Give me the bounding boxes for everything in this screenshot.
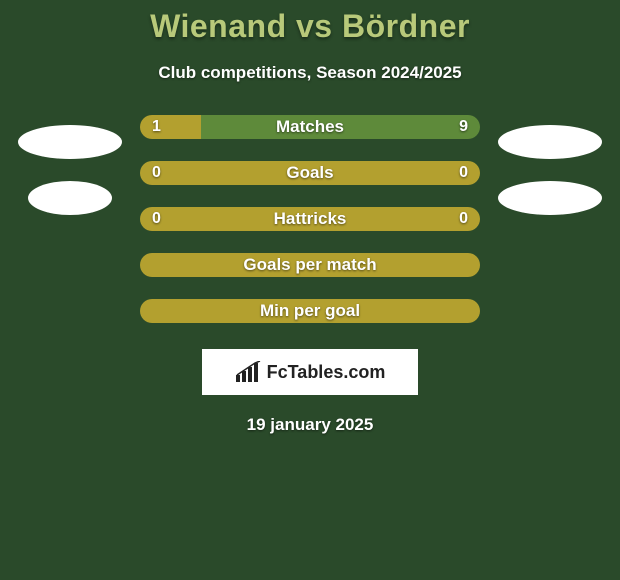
player-avatar-right-2 [498, 181, 602, 215]
player-avatar-right-1 [498, 125, 602, 159]
stat-bar: Matches19 [140, 115, 480, 139]
page-title: Wienand vs Bördner [0, 8, 620, 45]
stat-bar: Hattricks00 [140, 207, 480, 231]
player-avatar-left-1 [18, 125, 122, 159]
player-avatar-left-2 [28, 181, 112, 215]
bar-left-fill [140, 115, 201, 139]
date-label: 19 january 2025 [0, 415, 620, 435]
bar-left-fill [140, 253, 480, 277]
left-avatar-col [18, 115, 122, 215]
stat-bar: Goals per match [140, 253, 480, 277]
right-avatar-col [498, 115, 602, 215]
bar-right-fill [201, 115, 480, 139]
brand-logo-text: FcTables.com [267, 362, 386, 383]
stat-bar: Min per goal [140, 299, 480, 323]
chart-icon [235, 361, 261, 383]
bars-container: Matches19 Goals00 Hattricks00 Goals per mat… [140, 115, 480, 323]
bar-left-fill [140, 161, 480, 185]
brand-logo[interactable]: FcTables.com [202, 349, 418, 395]
stats-area: Matches19 Goals00 Hattricks00 Goals per mat… [0, 115, 620, 323]
bar-left-fill [140, 207, 480, 231]
subtitle: Club competitions, Season 2024/2025 [0, 63, 620, 83]
stat-bar: Goals00 [140, 161, 480, 185]
bar-left-fill [140, 299, 480, 323]
comparison-widget: Wienand vs Bördner Club competitions, Se… [0, 0, 620, 435]
